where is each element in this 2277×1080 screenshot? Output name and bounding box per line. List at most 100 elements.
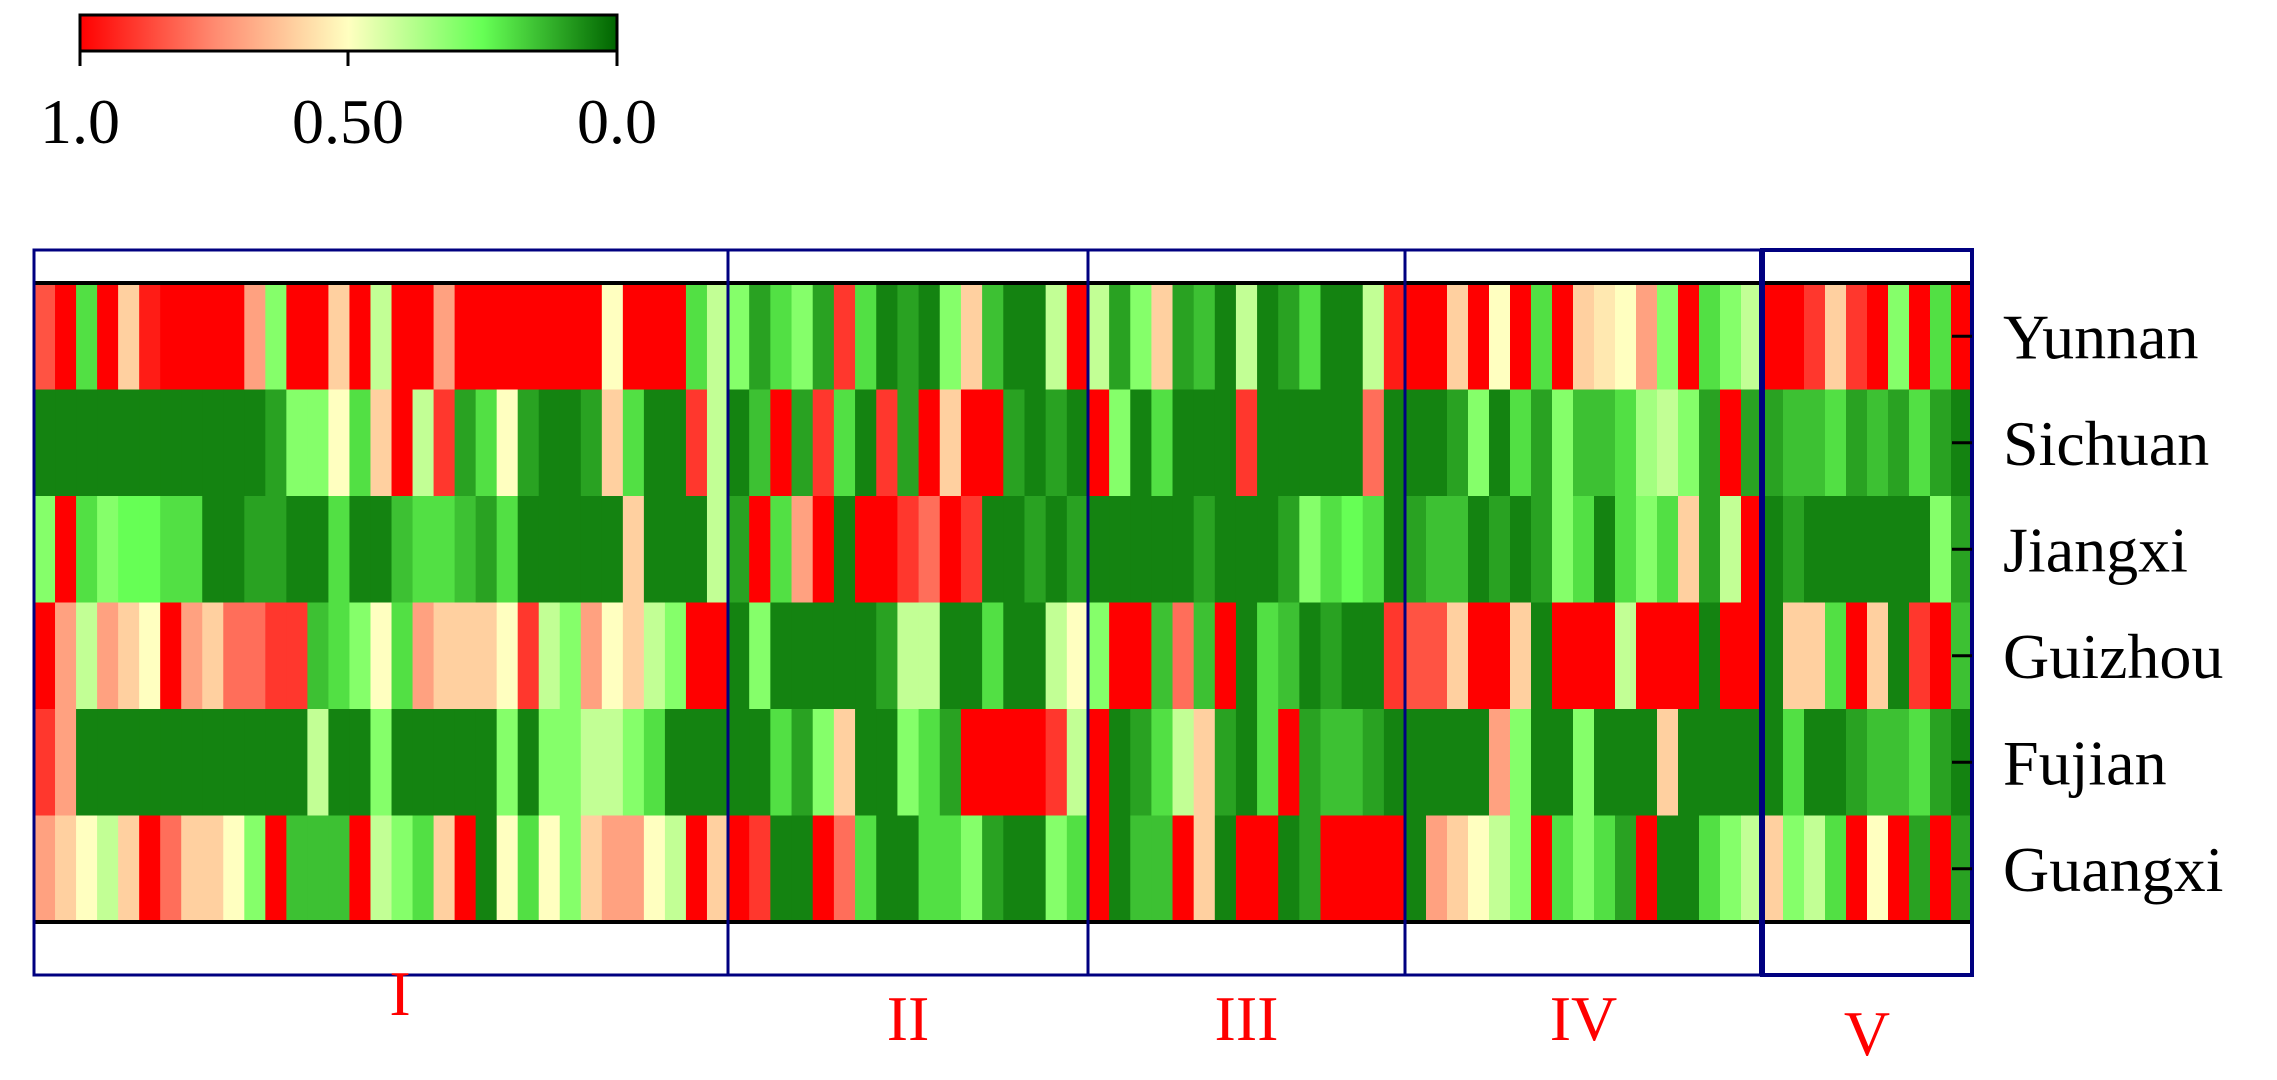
heatmap-cell bbox=[1888, 496, 1910, 604]
heatmap-cell bbox=[244, 389, 266, 497]
heatmap-cell bbox=[1615, 496, 1637, 604]
heatmap-cell bbox=[749, 709, 771, 817]
heatmap-cell bbox=[1531, 709, 1553, 817]
heatmap-cell bbox=[1615, 389, 1637, 497]
heatmap-cell bbox=[1720, 815, 1742, 923]
heatmap-cell bbox=[622, 496, 645, 604]
heatmap-cell bbox=[1888, 709, 1910, 817]
heatmap-cell bbox=[1383, 815, 1406, 923]
heatmap-cell bbox=[939, 709, 962, 817]
heatmap-cell bbox=[160, 496, 182, 604]
heatmap-cell bbox=[770, 389, 793, 497]
heatmap-cell bbox=[517, 389, 540, 497]
heatmap-cell bbox=[1636, 389, 1658, 497]
heatmap-cell bbox=[812, 602, 835, 710]
heatmap-cell bbox=[139, 283, 161, 391]
heatmap-cell bbox=[1130, 283, 1152, 391]
heatmap-cell bbox=[1489, 283, 1511, 391]
heatmap-cell bbox=[1867, 389, 1889, 497]
heatmap-cell bbox=[1151, 496, 1174, 604]
heatmap-cell bbox=[517, 496, 540, 604]
heatmap-cell bbox=[433, 815, 456, 923]
heatmap-cell bbox=[1909, 496, 1931, 604]
heatmap-cell bbox=[97, 283, 119, 391]
heatmap-cell bbox=[1531, 389, 1553, 497]
heatmap-cell bbox=[1426, 283, 1448, 391]
heatmap-cell bbox=[370, 815, 393, 923]
heatmap-cell bbox=[1552, 815, 1574, 923]
heatmap-cell bbox=[876, 389, 899, 497]
heatmap-cell bbox=[1426, 709, 1448, 817]
heatmap-cell bbox=[1447, 709, 1469, 817]
heatmap-cell bbox=[76, 389, 98, 497]
heatmap-cell bbox=[1066, 496, 1089, 604]
colorbar-gradient bbox=[78, 13, 619, 53]
heatmap-cell bbox=[1320, 602, 1343, 710]
heatmap-cell bbox=[1741, 709, 1763, 817]
heatmap-cell bbox=[918, 709, 941, 817]
group-label: II bbox=[887, 983, 930, 1054]
heatmap-cell bbox=[1235, 389, 1258, 497]
heatmap-cell bbox=[475, 709, 498, 817]
colorbar-label-1: 1.0 bbox=[40, 86, 120, 157]
heatmap-cell bbox=[244, 709, 266, 817]
heatmap-cell bbox=[728, 709, 750, 817]
heatmap-cell bbox=[1489, 815, 1511, 923]
heatmap-cell bbox=[118, 496, 140, 604]
heatmap-cell bbox=[643, 283, 666, 391]
heatmap-cell bbox=[1405, 496, 1427, 604]
heatmap-cell bbox=[1193, 602, 1216, 710]
heatmap-cell bbox=[454, 283, 477, 391]
heatmap-cell bbox=[1846, 709, 1868, 817]
heatmap-cell bbox=[1383, 283, 1406, 391]
heatmap-cell bbox=[349, 709, 372, 817]
heatmap-cell bbox=[622, 389, 645, 497]
heatmap-cell bbox=[97, 389, 119, 497]
heatmap-cell bbox=[1066, 602, 1089, 710]
heatmap-cells bbox=[34, 283, 1973, 923]
heatmap-cell bbox=[496, 389, 519, 497]
heatmap-cell bbox=[1573, 709, 1595, 817]
heatmap-cell bbox=[1024, 496, 1047, 604]
heatmap-cell bbox=[1109, 815, 1131, 923]
heatmap-cell bbox=[1299, 283, 1322, 391]
heatmap-cell bbox=[517, 815, 540, 923]
heatmap-cell bbox=[223, 389, 245, 497]
heatmap-cell bbox=[1762, 815, 1784, 923]
heatmap-cell bbox=[433, 283, 456, 391]
heatmap-cell bbox=[1636, 496, 1658, 604]
heatmap-cell bbox=[1362, 283, 1385, 391]
heatmap-cell bbox=[982, 602, 1004, 710]
heatmap-cell bbox=[391, 815, 414, 923]
heatmap-cell bbox=[286, 496, 308, 604]
heatmap-cell bbox=[139, 602, 161, 710]
heatmap-cell bbox=[1151, 602, 1174, 710]
heatmap-cell bbox=[1299, 815, 1322, 923]
heatmap-cell bbox=[328, 389, 351, 497]
heatmap-cell bbox=[118, 709, 140, 817]
heatmap-cell bbox=[855, 602, 877, 710]
heatmap-cell bbox=[1699, 602, 1721, 710]
heatmap-cell bbox=[1235, 709, 1258, 817]
heatmap-cell bbox=[1426, 389, 1448, 497]
heatmap-cell bbox=[728, 283, 750, 391]
heatmap-cell bbox=[328, 283, 351, 391]
heatmap-cell bbox=[1531, 283, 1553, 391]
heatmap-cell bbox=[664, 283, 687, 391]
heatmap-cell bbox=[855, 496, 877, 604]
heatmap-cell bbox=[349, 389, 372, 497]
heatmap-cell bbox=[706, 389, 729, 497]
heatmap-cell bbox=[265, 815, 287, 923]
heatmap-cell bbox=[1257, 283, 1279, 391]
heatmap-cell bbox=[622, 709, 645, 817]
heatmap-cell bbox=[1468, 283, 1490, 391]
heatmap-cell bbox=[1783, 496, 1805, 604]
heatmap-cell bbox=[517, 602, 540, 710]
heatmap-cell bbox=[412, 389, 435, 497]
heatmap-cell bbox=[559, 709, 582, 817]
heatmap-cell bbox=[202, 815, 224, 923]
heatmap-cell bbox=[1088, 283, 1110, 391]
heatmap-cell bbox=[1888, 283, 1910, 391]
heatmap-cell bbox=[1615, 709, 1637, 817]
